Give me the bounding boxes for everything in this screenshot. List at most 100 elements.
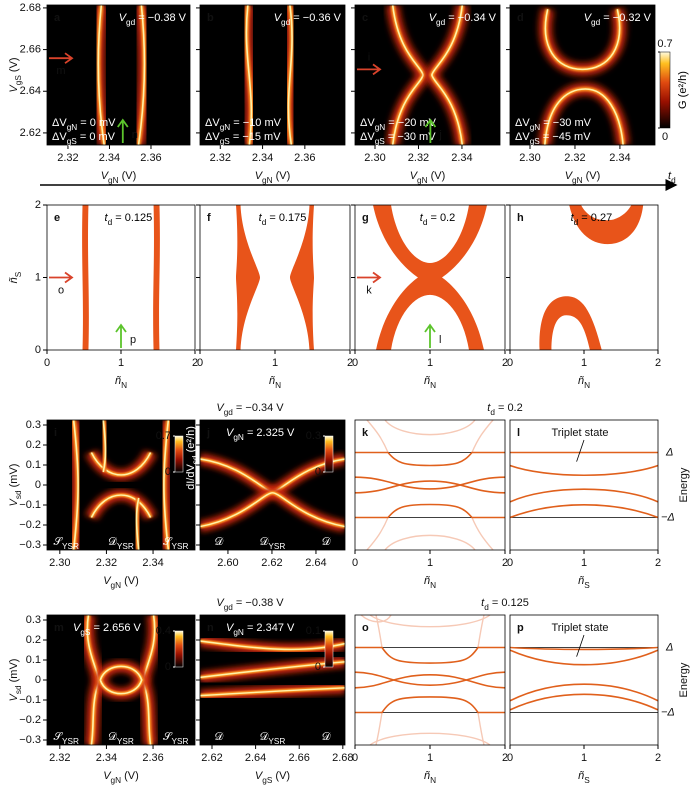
text-part: gS — [220, 137, 231, 146]
panel-note: ΔVgS = 0 mV — [52, 131, 116, 146]
x-tick-label: 2.32 — [57, 152, 78, 164]
energy-level — [355, 648, 505, 664]
text-part: t — [105, 212, 109, 224]
x-tick-label: 0 — [197, 357, 203, 369]
stability-region — [290, 205, 314, 350]
x-axis-label: VgN (V) — [103, 770, 139, 785]
text-part: = −0.34 V — [445, 12, 496, 24]
y-tick-label: 2.68 — [20, 2, 41, 14]
x-tick-label: 2.36 — [294, 152, 315, 164]
x-axis-label: ñS — [578, 770, 590, 785]
text-part: YSR — [172, 737, 189, 746]
marker-arrow-label: i — [368, 51, 370, 63]
energy-level — [355, 505, 505, 518]
x-tick-label: 0 — [507, 357, 513, 369]
text-part: d — [484, 603, 489, 612]
x-axis-label: ñN — [269, 375, 281, 390]
state-label: 𝒮YSR — [163, 536, 189, 551]
x-tick-label: 1 — [427, 357, 433, 369]
x-tick-label: 0 — [44, 357, 50, 369]
marker-arrow-label: l — [439, 334, 441, 346]
x-tick-label: 2 — [655, 357, 661, 369]
energy-level-faint — [385, 420, 475, 435]
text-part: t — [487, 402, 491, 414]
y-tick-label: 0 — [35, 479, 41, 491]
text-part: gN — [572, 176, 583, 185]
text-part: ñ — [269, 375, 275, 387]
text-part: = −0.32 V — [600, 12, 651, 24]
marker-arrow — [117, 118, 129, 143]
conductance-ridge — [287, 5, 293, 145]
y-tick-label: 2.66 — [20, 43, 41, 55]
colorbar-tick-label: 0.7 — [156, 430, 171, 442]
text-part: d — [108, 218, 113, 227]
panel-title: td = 0.2 — [420, 212, 455, 227]
marker-arrow — [357, 63, 382, 76]
y-tick-label: −0.3 — [19, 734, 41, 746]
text-part: V — [255, 170, 264, 182]
text-part: = 0.27 — [578, 212, 612, 224]
x-tick-label: 2.64 — [245, 752, 266, 764]
panel-background — [200, 420, 345, 550]
x-tick-label: 2.30 — [519, 152, 540, 164]
text-part: ΔV — [205, 117, 220, 129]
x-tick-label: 1 — [427, 752, 433, 764]
state-label: 𝒮YSR — [163, 731, 189, 746]
text-part: gS — [262, 776, 273, 785]
text-part: 𝒟 — [108, 731, 117, 743]
text-part: G (e²/h) — [677, 71, 689, 109]
text-part: ΔV — [52, 131, 67, 143]
text-part: (V) — [428, 170, 446, 182]
text-part: = 2.656 V — [90, 622, 141, 634]
text-part: YSR — [268, 737, 285, 746]
text-part: t — [668, 170, 672, 182]
energy-level-faint — [370, 733, 490, 745]
text-part: V — [429, 12, 438, 24]
text-part: ñ — [578, 575, 584, 587]
x-tick-label: 1 — [581, 557, 587, 569]
text-part: YSR — [62, 542, 79, 551]
x-tick-label: 0 — [352, 752, 358, 764]
conductance-ridge — [544, 9, 621, 71]
panel-note: ΔVgS = −30 mV — [360, 131, 436, 146]
stability-region — [153, 205, 160, 350]
text-part: t — [420, 212, 424, 224]
energy-level — [510, 684, 658, 701]
curve-annotation: Triplet state — [551, 622, 608, 634]
conductance-ridge — [431, 5, 464, 145]
x-tick-label: 2.30 — [49, 557, 70, 569]
energy-level — [510, 505, 658, 518]
panel-title: VgN = 2.347 V — [226, 622, 295, 637]
text-part: (V) — [121, 770, 139, 782]
x-tick-label: 0 — [507, 752, 513, 764]
y-tick-label: 1 — [35, 271, 41, 283]
y-tick-label: 0.1 — [26, 654, 41, 666]
text-part: V — [103, 575, 112, 587]
text-part: gN — [530, 123, 541, 132]
colorbar — [659, 51, 671, 129]
x-tick-label: 2.32 — [96, 557, 117, 569]
colorbar-tick-label: 0.1 — [306, 625, 321, 637]
text-part: = −0.38 V — [135, 12, 186, 24]
text-part: V — [8, 692, 20, 701]
marker-arrow — [49, 271, 74, 284]
panel-plot — [355, 5, 500, 145]
text-part: = 0.2 — [495, 402, 523, 414]
x-tick-label: 2.62 — [201, 752, 222, 764]
x-tick-label: 2 — [655, 752, 661, 764]
x-tick-label: 2.34 — [451, 152, 472, 164]
energy-level-faint — [361, 615, 391, 622]
energy-level-label: −Δ — [661, 706, 675, 718]
conductance-ridge — [200, 687, 345, 697]
row-header: td = 0.125 — [481, 597, 529, 612]
text-part: YSR — [117, 542, 134, 551]
energy-level — [355, 453, 505, 466]
panel-title: td = 0.175 — [259, 212, 307, 227]
energy-level-label: Δ — [665, 446, 673, 458]
panel-note: ΔVgN = −10 mV — [205, 117, 282, 132]
text-part: t — [481, 597, 485, 609]
text-part: = −0.34 V — [233, 402, 284, 414]
text-part: gN — [233, 433, 244, 442]
text-part: ΔV — [515, 117, 530, 129]
text-part: (V) — [8, 57, 20, 75]
